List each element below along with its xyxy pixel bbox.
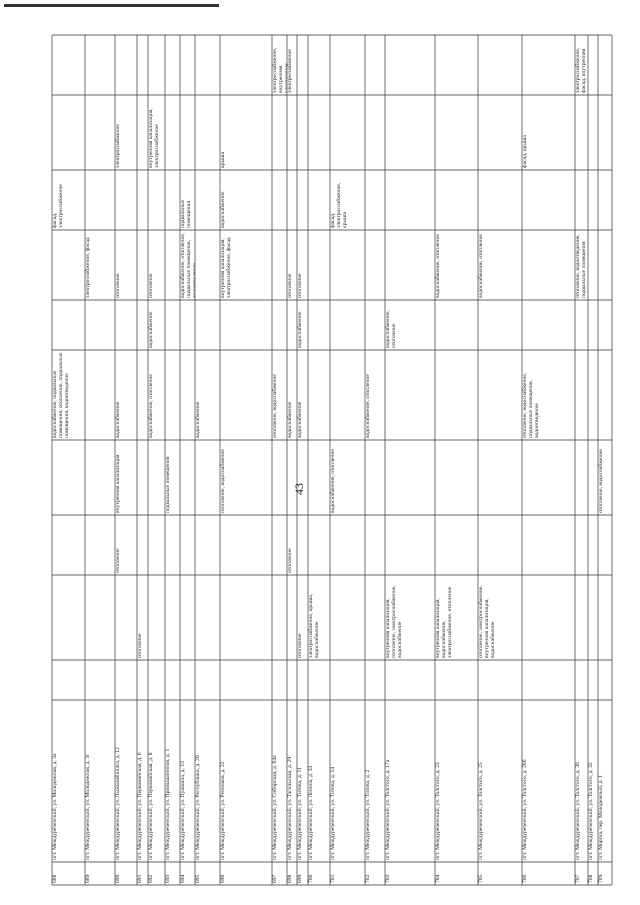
row-number: 704 bbox=[435, 874, 441, 883]
work-cell: водоснабжение, отопление bbox=[330, 449, 336, 513]
address: пгт. Междуреченский, ул. Толстого, д. 23 bbox=[435, 762, 441, 860]
row-number: 706 bbox=[522, 874, 528, 883]
work-cell: отопление bbox=[115, 548, 121, 573]
address: пгт. Междуреченский, ул. Толстого, д. 30 bbox=[575, 762, 581, 860]
work-cell: электроснабжение bbox=[115, 124, 121, 168]
work-cell: водоснабжение, отопление, подвальные пом… bbox=[180, 232, 195, 298]
row-number: 690 bbox=[115, 874, 121, 883]
work-cell: водоснабжение bbox=[220, 191, 226, 228]
row-number: 696 bbox=[220, 874, 226, 883]
row-number: 691 bbox=[137, 874, 143, 883]
address: пгт. Междуреченский, ул. Сибирская, д. 6… bbox=[272, 755, 278, 860]
scan-mark bbox=[4, 4, 219, 7]
work-cell: отопление, электроснабжение, внутренняя … bbox=[478, 585, 496, 658]
address: пгт. Междуреченский, ул. Молодежная, д. … bbox=[85, 753, 91, 860]
work-cell: фасад, электроснабжение bbox=[52, 184, 64, 228]
work-cell: водоснабжение, отопление bbox=[435, 234, 441, 298]
work-cell: отопление bbox=[287, 273, 293, 298]
work-cell: отопление, водоснабжение bbox=[220, 449, 226, 513]
work-cell: внутренняя канализация, отопление, элект… bbox=[385, 585, 403, 658]
row-number: 708 bbox=[588, 874, 594, 883]
page-number: 43 bbox=[292, 483, 306, 495]
work-cell: отопление bbox=[297, 633, 303, 658]
row-number: 701 bbox=[330, 874, 336, 883]
work-cell: водоснабжение, отопление bbox=[385, 310, 397, 348]
work-cell: подвальные помещения bbox=[180, 199, 192, 228]
address: пгт. Междуреченский, ул. Речников, д. 22 bbox=[220, 761, 226, 860]
row-number: 689 bbox=[85, 874, 91, 883]
work-cell: подвальные помещения bbox=[165, 456, 171, 513]
row-number: 709 bbox=[598, 874, 604, 883]
address: пгт. Междуреченский, ул. Толстого, д. 26… bbox=[522, 759, 528, 860]
work-cell: водоснабжение bbox=[148, 311, 154, 348]
work-cell: отопление bbox=[115, 273, 121, 298]
row-number: 705 bbox=[478, 874, 484, 883]
address: пгт. Междуреченский, ул. Толстого, д. 32 bbox=[588, 762, 594, 860]
work-cell: электроснабжение, фасад bbox=[85, 237, 91, 298]
work-cell: водоснабжение bbox=[287, 401, 293, 438]
work-cell: внутренняя канализация bbox=[115, 454, 121, 513]
row-number: 695 bbox=[195, 874, 201, 883]
address: пгт. Междуреченский, ул. Республики, д. … bbox=[195, 755, 201, 860]
row-number: 693 bbox=[165, 874, 171, 883]
work-cell: отопление, водоснабжение bbox=[272, 374, 278, 438]
work-cell: фасад, крыша bbox=[522, 135, 528, 168]
work-cell: водоснабжение bbox=[297, 311, 303, 348]
address: пгт. Междуреченский, ул. Титова, д. 14 bbox=[330, 766, 336, 860]
address: пгт. Мортка, пер. Молодежный, д. 1 bbox=[598, 774, 604, 860]
row-number: 694 bbox=[180, 874, 186, 883]
work-cell: внутренняя канализация, электроснабжение… bbox=[220, 237, 232, 298]
address: пгт. Междуреченский, ул. Титова, д. 2 bbox=[365, 769, 371, 860]
row-number: 688 bbox=[52, 874, 58, 883]
work-cell: электроснабжение, фасад, внутренняя кана… bbox=[575, 47, 588, 93]
row-number: 700 bbox=[308, 874, 314, 883]
work-cell: фасад, электроснабжение, крыша bbox=[330, 182, 348, 228]
work-cell: отопление, водоснабжение bbox=[598, 449, 604, 513]
row-number: 699 bbox=[297, 874, 303, 883]
address: пгт. Междуреченский, ул. Первомайская, д… bbox=[137, 752, 143, 860]
row-number: 707 bbox=[575, 874, 581, 883]
row-number: 702 bbox=[365, 874, 371, 883]
work-cell: отопление bbox=[137, 633, 143, 658]
work-cell: электроснабжение bbox=[287, 49, 293, 93]
work-cell: водоснабжение, подвальные помещения, ото… bbox=[52, 352, 70, 438]
work-cell: отопление bbox=[148, 273, 154, 298]
work-cell: водоснабжение bbox=[115, 401, 121, 438]
address: пгт. Междуреченский, ул. Титова, д. 11 bbox=[297, 767, 303, 860]
address: пгт. Междуреченский, ул. Молодежная, д. … bbox=[52, 753, 58, 861]
address: пгт. Междуреченский, ул. Первомайская, д… bbox=[148, 752, 154, 860]
work-cell: внутренняя канализация, электроснабжение bbox=[148, 108, 160, 168]
address: пгт. Междуреченский, ул. Тагильская, д. … bbox=[287, 756, 293, 860]
work-cell: электроснабжение, внутренняя канализация bbox=[272, 47, 287, 93]
work-cell: водоснабжение, отопление bbox=[478, 234, 484, 298]
work-cell: отопление bbox=[287, 548, 293, 573]
work-cell: водоснабжение, отопление bbox=[148, 374, 154, 438]
work-cell: водоснабжение bbox=[297, 401, 303, 438]
work-cell: отопление bbox=[297, 273, 303, 298]
row-number: 692 bbox=[148, 874, 154, 883]
work-cell: отопление, водоснабжение, подвальные пом… bbox=[522, 372, 540, 438]
work-cell: внутренняя канализация, водоснабжение, э… bbox=[435, 586, 453, 658]
address: пгт. Междуреченский, ул. Пушкина, д. 13 bbox=[180, 761, 186, 860]
address: пгт. Междуреченский, ул. Промышленная, д… bbox=[165, 748, 171, 860]
row-number: 698 bbox=[287, 874, 293, 883]
work-cell: водоснабжение, отопление bbox=[365, 374, 371, 438]
row-number: 697 bbox=[272, 874, 278, 883]
address: пгт. Междуреченский, ул. Лыжкомбината, д… bbox=[115, 747, 121, 860]
work-cell: крыша bbox=[220, 151, 226, 168]
address: пгт. Междуреченский, ул. Ленина, д. 33 bbox=[308, 765, 314, 860]
work-cell: отопление, водоотведение, подвальные пом… bbox=[575, 234, 587, 298]
address: пгт. Междуреченский, ул. Толстого, д. 25 bbox=[478, 762, 484, 860]
row-number: 703 bbox=[385, 874, 391, 883]
address: пгт. Междуреченский, ул. Толстого, д. 17… bbox=[385, 759, 391, 860]
work-cell: водоснабжение bbox=[195, 401, 201, 438]
work-cell: электроснабжение, крыша, водоснабжение bbox=[308, 593, 320, 658]
